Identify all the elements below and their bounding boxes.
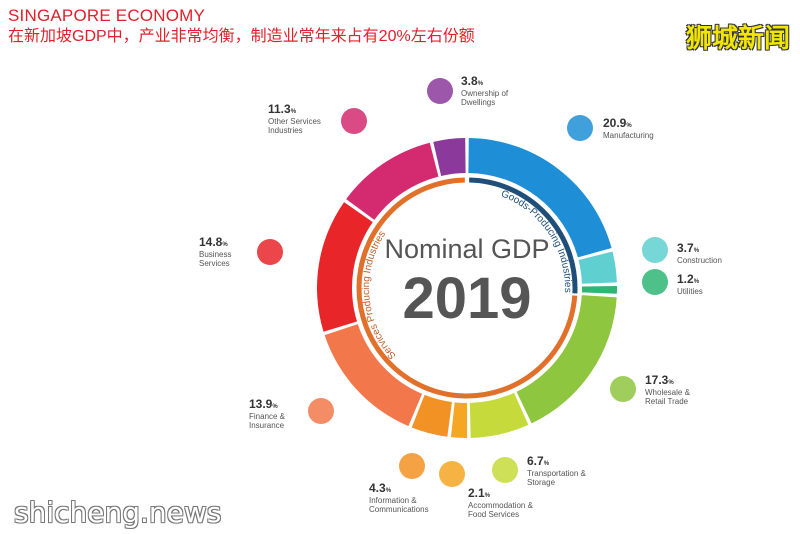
donut-slice-manufacturing: [468, 138, 612, 258]
donut-slice-ownership-of-dwellings: [433, 138, 466, 176]
umbrella-icon: [308, 398, 334, 424]
segment-label-finance-and-insurance: Finance & Insurance: [249, 412, 286, 430]
segment-labels: 20.9%Manufacturing 3.7%Construction 1.2%Ut…: [199, 74, 722, 519]
center-label-year: 2019: [402, 266, 531, 331]
segment-value-construction: 3.7%: [677, 241, 700, 255]
segment-label-business-services: Business Services: [199, 250, 231, 268]
center-label-nominal-gdp: Nominal GDP: [384, 234, 549, 264]
segment-label-ownership-of-dwellings: Ownership of Dwellings: [461, 89, 509, 107]
segment-value-other-services-industries: 11.3%: [268, 102, 297, 116]
phone-icon: [399, 453, 425, 479]
donut-slice-information-and-communications: [411, 394, 452, 437]
chart-subtitle: 在新加坡GDP中，产业非常均衡，制造业常年来占有20%左右份额: [8, 28, 475, 45]
donut-slice-wholesale-and-retail-trade: [516, 295, 617, 424]
segment-label-other-services-industries: Other Services Industries: [268, 117, 321, 135]
businessman-icon: [257, 239, 283, 265]
segment-value-manufacturing: 20.9%: [603, 116, 632, 130]
goods-producing-ring: [469, 177, 578, 294]
segment-label-wholesale-and-retail-trade: Wholesale & Retail Trade: [645, 388, 691, 406]
segment-value-ownership-of-dwellings: 3.8%: [461, 74, 484, 88]
segment-label-accommodation-and-food-services: Accommodation & Food Services: [468, 501, 534, 519]
donut-slice-finance-and-insurance: [324, 324, 423, 427]
donut-slice-construction: [578, 251, 617, 284]
lightbulb-icon: [642, 269, 668, 295]
donut-slice-utilities: [581, 286, 618, 294]
segment-value-business-services: 14.8%: [199, 235, 228, 249]
segment-value-information-and-communications: 4.3%: [369, 481, 392, 495]
watermark-text: shicheng.news: [14, 496, 222, 529]
services-producing-ring: [356, 177, 578, 399]
shop-icon: [439, 461, 465, 487]
segment-label-information-and-communications: Information & Communications: [369, 496, 429, 514]
segment-value-wholesale-and-retail-trade: 17.3%: [645, 373, 674, 387]
segment-label-construction: Construction: [677, 256, 722, 265]
segment-value-finance-and-insurance: 13.9%: [249, 397, 278, 411]
segment-value-utilities: 1.2%: [677, 272, 700, 286]
crane-icon: [642, 237, 668, 263]
donut-slice-business-services: [317, 202, 373, 332]
donut-slice-other-services-industries: [346, 142, 439, 220]
segment-label-utilities: Utilities: [677, 287, 703, 296]
truck-icon: [492, 457, 518, 483]
brand-logo-text: 狮城新闻: [685, 24, 790, 54]
segment-value-accommodation-and-food-services: 2.1%: [468, 486, 491, 500]
chart-title: SINGAPORE ECONOMY: [8, 6, 206, 25]
hand-icon: [341, 108, 367, 134]
segment-label-manufacturing: Manufacturing: [603, 131, 654, 140]
chart-title-block: SINGAPORE ECONOMY 在新加坡GDP中，产业非常均衡，制造业常年来…: [8, 6, 568, 48]
donut-slices: [317, 138, 618, 439]
segment-label-transportation-and-storage: Transportation & Storage: [527, 469, 587, 487]
segment-value-transportation-and-storage: 6.7%: [527, 454, 550, 468]
inner-rings: [356, 177, 578, 399]
factory-icon: [567, 115, 593, 141]
box-icon: [610, 376, 636, 402]
building-icon: [427, 78, 453, 104]
donut-slice-transportation-and-storage: [469, 392, 529, 438]
donut-slice-accommodation-and-food-services: [450, 402, 468, 439]
